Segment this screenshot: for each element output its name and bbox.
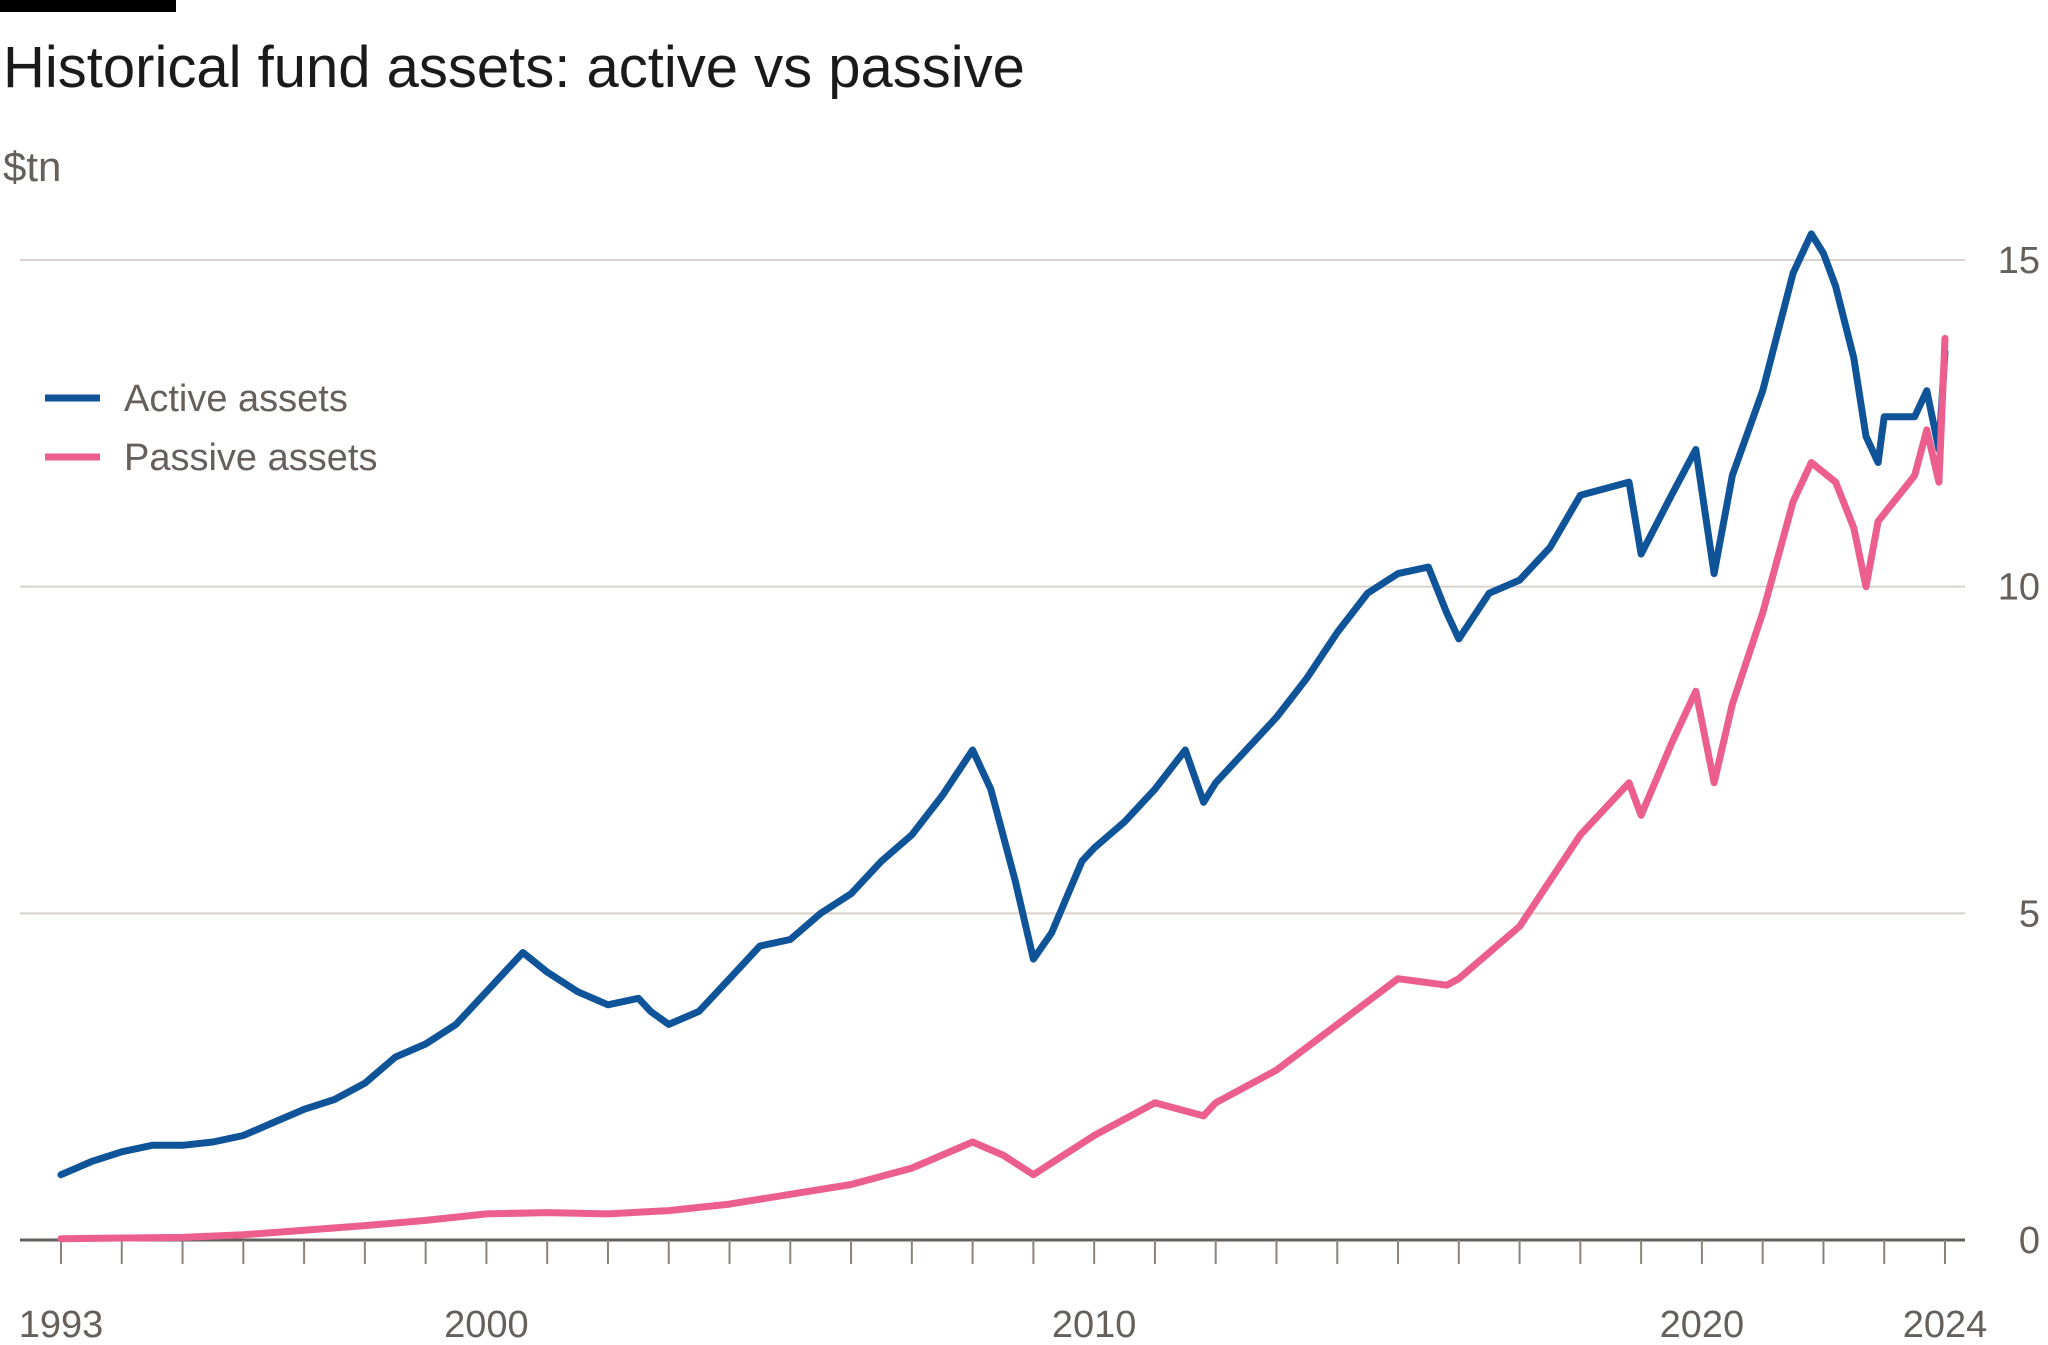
- chart-title: Historical fund assets: active vs passiv…: [3, 35, 1025, 100]
- y-tick-label-5: 5: [2019, 893, 2040, 935]
- y-tick-label-10: 10: [1998, 567, 2040, 609]
- x-tick-label-1993: 1993: [19, 1304, 104, 1345]
- y-tick-label-15: 15: [1998, 240, 2040, 282]
- x-tick-label-2000: 2000: [444, 1304, 529, 1345]
- top-accent-bar: [0, 0, 176, 12]
- legend-label-passive: Passive assets: [124, 437, 377, 479]
- y-axis-unit-label: $tn: [3, 143, 62, 190]
- series-line-passive: [57, 334, 1949, 1243]
- series-line-active: [57, 230, 1949, 1179]
- x-tick-label-2010: 2010: [1052, 1304, 1137, 1345]
- x-tick-label-2020: 2020: [1660, 1304, 1745, 1345]
- legend-label-active: Active assets: [124, 378, 348, 420]
- y-tick-label-0: 0: [2019, 1220, 2040, 1262]
- x-tick-label-2024: 2024: [1903, 1304, 1988, 1345]
